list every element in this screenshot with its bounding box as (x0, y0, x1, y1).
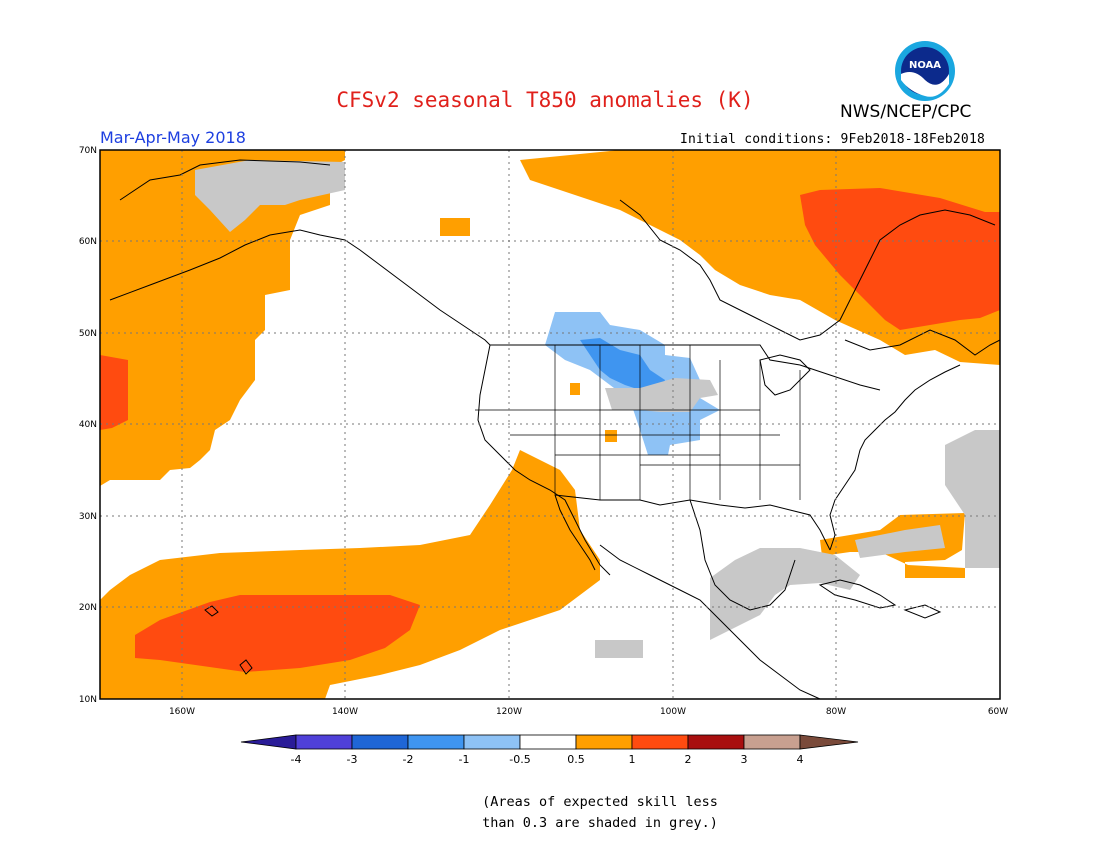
colorbar-swatch (687, 734, 745, 750)
map-frame (99, 149, 1001, 700)
colorbar-swatch (463, 734, 521, 750)
lat-label: 50N (79, 329, 97, 339)
cuba-outline (818, 579, 897, 609)
north-pacific-warm-region (100, 150, 345, 486)
plains-low-skill-region (605, 388, 640, 410)
hawaii-outline (204, 605, 253, 675)
lat-label: 70N (79, 146, 97, 156)
lat-label: 20N (79, 603, 97, 613)
lat-label: 30N (79, 512, 97, 522)
latitude-labels: 70N 60N 50N 40N 30N 20N 10N (79, 146, 97, 705)
colorbar-label: 2 (685, 753, 692, 766)
season-label: Mar-Apr-May 2018 (100, 128, 246, 147)
lon-label: 80W (826, 707, 846, 717)
lon-label: 60W (988, 707, 1008, 717)
labrador-coast (844, 329, 1001, 356)
lon-label: 140W (332, 707, 358, 717)
caribbean-low-skill-region (855, 525, 945, 558)
agency-label: NWS/NCEP/CPC (840, 102, 972, 122)
map-background (100, 150, 1000, 699)
us-west-coast (477, 344, 611, 576)
northern-plains-cool-region (545, 312, 720, 455)
lat-label: 40N (79, 420, 97, 430)
colorbar-swatch (407, 734, 465, 750)
hispaniola-outline (903, 604, 942, 619)
eastern-canada-red-region (800, 188, 1000, 330)
anomaly-fields (100, 150, 1000, 699)
colorbar-label: -2 (403, 753, 414, 766)
lon-label: 160W (169, 707, 195, 717)
baja-coast (554, 494, 596, 571)
colorbar-high-end (799, 734, 859, 750)
us-gulf-coast (689, 499, 831, 551)
subtropical-pacific-warm-region (100, 450, 600, 699)
lon-label: 120W (496, 707, 522, 717)
colorbar-label: 4 (797, 753, 804, 766)
colorbar-swatch (295, 734, 353, 750)
initial-conditions-label: Initial conditions: 9Feb2018-18Feb2018 (680, 132, 986, 147)
hudson-bay-coast (619, 199, 996, 341)
longitude-labels: 160W 140W 120W 100W 80W 60W (169, 707, 1008, 717)
land-outlines (109, 159, 1001, 700)
chart-title: CFSv2 seasonal T850 anomalies (K) (336, 88, 754, 112)
northern-plains-cold-region (580, 338, 665, 392)
footnote-line: than 0.3 are shaded in grey.) (482, 815, 718, 831)
mexico-coast (599, 544, 821, 700)
gulf-coast (689, 499, 796, 611)
colorbar-label: -1 (459, 753, 470, 766)
alaska-low-skill-region (195, 160, 345, 232)
alaska-coastline (109, 229, 491, 346)
colorbar-label: 0.5 (567, 753, 585, 766)
lon-label: 100W (660, 707, 686, 717)
colorbar-label: 1 (629, 753, 636, 766)
alaska-north-coast (119, 159, 331, 201)
small-warm-patch (440, 218, 470, 236)
us-canada-border (490, 344, 881, 391)
colorbar-swatch (743, 734, 801, 750)
logo-text: NOAA (909, 60, 941, 71)
us-mexico-border (554, 494, 691, 506)
skill-footnote: (Areas of expected skill less than 0.3 a… (470, 792, 730, 834)
colorado-warm-patch (605, 430, 617, 442)
lat-label: 60N (79, 237, 97, 247)
colorbar-label: -4 (291, 753, 302, 766)
colorbar-swatch (351, 734, 409, 750)
pacific-red-region (100, 355, 128, 430)
colorbar-swatch (575, 734, 633, 750)
small-low-skill-patch (595, 640, 643, 658)
colorbar-label: 3 (741, 753, 748, 766)
subtropical-pacific-red-region (135, 595, 420, 672)
us-east-coast (829, 364, 961, 551)
colorbar-labels: -4 -3 -2 -1 -0.5 0.5 1 2 3 4 (291, 753, 804, 766)
gulf-low-skill-region (710, 548, 860, 640)
state-borders (475, 345, 801, 500)
atlantic-low-skill-region (945, 430, 1000, 568)
great-lakes-outline (759, 354, 811, 396)
colorbar-swatch (631, 734, 689, 750)
colorbar-swatch (519, 734, 577, 750)
colorbar-label: -3 (347, 753, 358, 766)
rockies-warm-patch (570, 383, 580, 395)
colorbar-low-end (240, 734, 297, 750)
footnote-line: (Areas of expected skill less (482, 794, 718, 810)
lat-label: 10N (79, 695, 97, 705)
colorbar-label: -0.5 (509, 753, 530, 766)
colorbar (240, 734, 859, 750)
noaa-logo: NOAA (895, 41, 955, 101)
atlantic-warm-region (820, 513, 965, 578)
midwest-low-skill-region (640, 378, 718, 412)
canada-warm-region (520, 150, 1000, 365)
graticule (100, 150, 1000, 699)
